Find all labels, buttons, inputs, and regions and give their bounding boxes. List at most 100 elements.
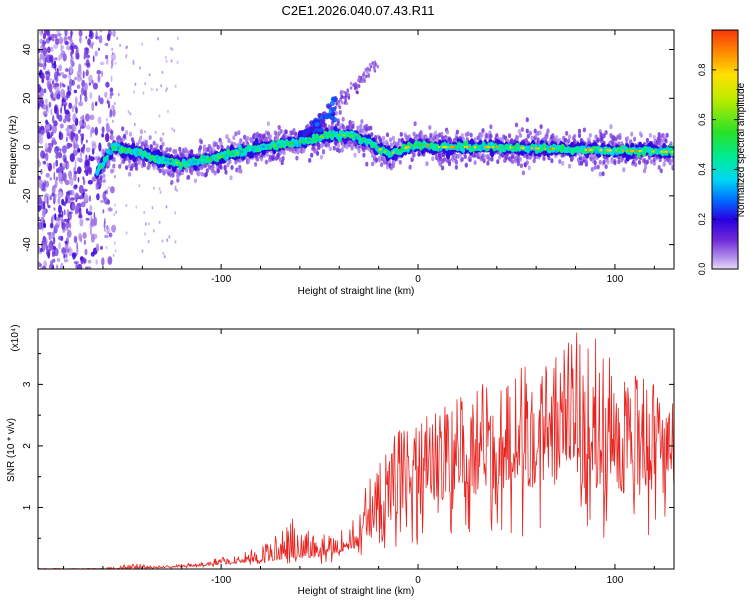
heatmap-ridge-halo (125, 165, 129, 171)
heatmap-branch-blob (329, 100, 335, 106)
colorbar-strip (712, 161, 738, 163)
heatmap-xtick-label: 100 (607, 274, 624, 285)
heatmap-ridge-halo (196, 166, 201, 172)
colorbar-strip (712, 244, 738, 246)
colorbar-strip (712, 121, 738, 123)
colorbar-strip (712, 174, 738, 176)
colorbar-strip (712, 184, 738, 186)
heatmap-ridge-halo (439, 162, 443, 168)
heatmap-ridge-peak (195, 160, 198, 163)
heatmap-ridge-halo (425, 161, 429, 167)
heatmap-ridge-halo (447, 161, 452, 167)
heatmap-noise-blob (73, 132, 76, 137)
heatmap-noise-blob (53, 60, 56, 65)
heatmap-ridge-halo (668, 160, 672, 166)
heatmap-noise-blob (98, 35, 103, 44)
heatmap-ridge-halo (515, 135, 520, 141)
heatmap-ridge-halo (645, 159, 650, 165)
heatmap-noise-blob (91, 127, 95, 134)
heatmap-branch-blob (346, 88, 350, 93)
heatmap-ridge-halo (121, 126, 125, 132)
heatmap-ridge-halo (659, 168, 663, 174)
heatmap-ridge-halo (542, 156, 546, 161)
colorbar-strip (712, 69, 738, 71)
heatmap-ridge-halo (590, 167, 594, 172)
colorbar-strip (712, 90, 738, 92)
heatmap-branch-blob (340, 90, 343, 94)
colorbar-strip (712, 128, 738, 130)
heatmap-ridge-halo (234, 131, 238, 137)
heatmap-ridge-peak (350, 134, 354, 138)
heatmap-noise-blob (57, 213, 63, 218)
heatmap-ridge-halo (489, 124, 493, 130)
heatmap-ridge-halo (223, 166, 227, 171)
heatmap-ridge-peak (571, 148, 575, 151)
heatmap-noise-blob (71, 105, 74, 113)
heatmap-ridge-peak (406, 145, 411, 149)
heatmap-noise-blob (66, 136, 68, 143)
heatmap-ridge-peak (175, 161, 179, 165)
heatmap-speckle (171, 48, 174, 52)
heatmap-noise-blob (58, 64, 63, 72)
heatmap-branch-blob (371, 61, 374, 65)
heatmap-ridge-halo (214, 141, 218, 147)
colorbar-strip (712, 79, 738, 81)
heatmap-ridge-halo (613, 160, 617, 166)
colorbar-strip (712, 118, 738, 120)
heatmap-ridge-halo (482, 158, 486, 164)
heatmap-ridge-peak (316, 136, 319, 139)
heatmap-noise-blob (55, 85, 60, 94)
heatmap-noise-blob (111, 224, 117, 233)
heatmap-ridge-halo (622, 167, 626, 173)
heatmap-noise-blob (55, 159, 59, 167)
heatmap-noise-blob (73, 235, 78, 244)
heatmap-ridge-peak (102, 162, 105, 165)
colorbar-strip (712, 136, 738, 138)
heatmap-ridge-halo (539, 124, 543, 129)
heatmap-ridge-peak (597, 148, 601, 152)
heatmap-noise-blob (42, 110, 48, 116)
heatmap-ytick-label: 20 (22, 92, 33, 104)
heatmap-noise-blob (60, 262, 64, 269)
heatmap-noise-blob (112, 108, 116, 117)
heatmap-noise-blob (75, 106, 78, 114)
heatmap-speckle (174, 185, 177, 189)
colorbar-strip (712, 146, 738, 148)
heatmap-branch-blob (358, 79, 362, 84)
heatmap-ridge-halo (365, 161, 369, 167)
heatmap-noise-blob (77, 177, 80, 183)
heatmap-noise-blob (63, 227, 69, 231)
heatmap-noise-blob (90, 251, 95, 257)
heatmap-ridge-peak (225, 154, 228, 157)
heatmap-noise-blob (104, 91, 108, 98)
heatmap-ridge-halo (568, 163, 572, 169)
heatmap-ridge-halo (521, 170, 526, 176)
colorbar-strip (712, 78, 738, 80)
heatmap-speckle (153, 186, 155, 190)
heatmap-noise-blob (97, 75, 101, 82)
heatmap-ridge-halo (168, 147, 172, 153)
heatmap-ridge-peak (496, 145, 499, 149)
heatmap-noise-blob (101, 257, 105, 266)
heatmap-speckle (109, 108, 112, 112)
colorbar-tick-label: 0.4 (697, 163, 707, 176)
colorbar-strip (712, 195, 738, 197)
heatmap-speckle (111, 58, 114, 62)
heatmap-ridge-halo (102, 173, 106, 179)
heatmap-noise-blob (54, 194, 57, 203)
colorbar-strip (712, 84, 738, 86)
heatmap-noise-blob (49, 177, 52, 181)
heatmap-speckle (111, 47, 114, 51)
heatmap-speckle (108, 100, 111, 104)
colorbar-strip (712, 183, 738, 185)
heatmap-ridge-peak (374, 145, 378, 148)
heatmap-ridge-peak (289, 142, 294, 145)
heatmap-noise-blob (61, 145, 67, 154)
heatmap-ridge-halo (360, 119, 364, 124)
colorbar-strip (712, 266, 738, 268)
heatmap-noise-blob (58, 172, 63, 179)
heatmap-ridge-mid (109, 149, 114, 155)
colorbar-strip (712, 76, 738, 78)
